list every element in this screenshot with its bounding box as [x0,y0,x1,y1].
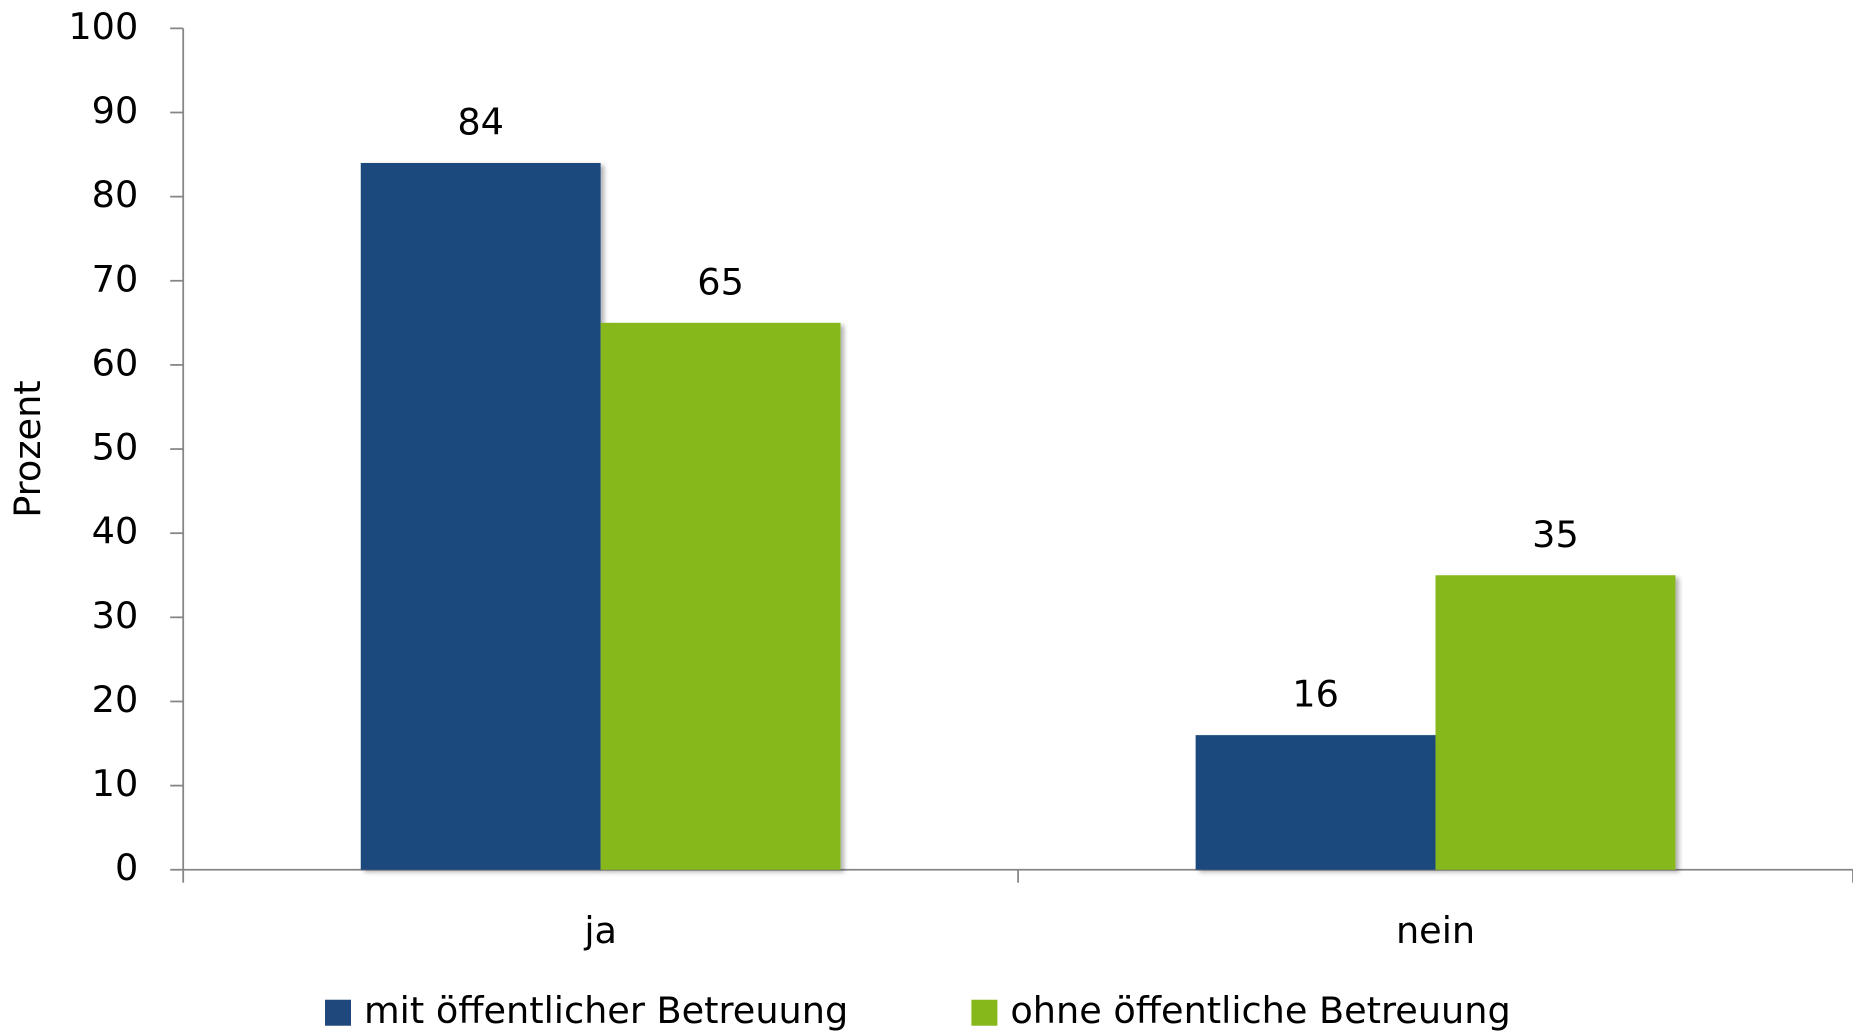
legend-swatch [971,999,998,1026]
data-label: 65 [697,260,744,303]
x-tick-label: nein [1396,909,1475,952]
x-tick-label: ja [583,909,617,952]
y-tick-label: 30 [92,594,139,637]
y-tick-label: 70 [92,257,139,300]
y-tick-label: 40 [92,510,139,553]
y-tick-label: 60 [92,341,139,384]
legend-swatch [325,999,352,1026]
data-label: 16 [1292,673,1339,716]
bar [360,162,601,870]
y-tick-label: 50 [92,426,139,469]
y-tick-label: 10 [92,762,139,805]
legend-label: mit öffentlicher Betreuung [364,989,848,1032]
bar [1195,735,1436,870]
data-label: 35 [1532,513,1579,556]
y-tick-label: 90 [92,89,139,132]
y-tick-label: 100 [68,5,138,48]
bar [1435,575,1676,870]
y-axis-label: Prozent [6,380,49,517]
y-tick-label: 80 [92,173,139,216]
y-tick-label: 0 [115,846,138,889]
bar [600,322,841,870]
y-tick-label: 20 [92,678,139,721]
legend-label: ohne öffentliche Betreuung [1010,989,1510,1032]
data-label: 84 [457,100,504,143]
